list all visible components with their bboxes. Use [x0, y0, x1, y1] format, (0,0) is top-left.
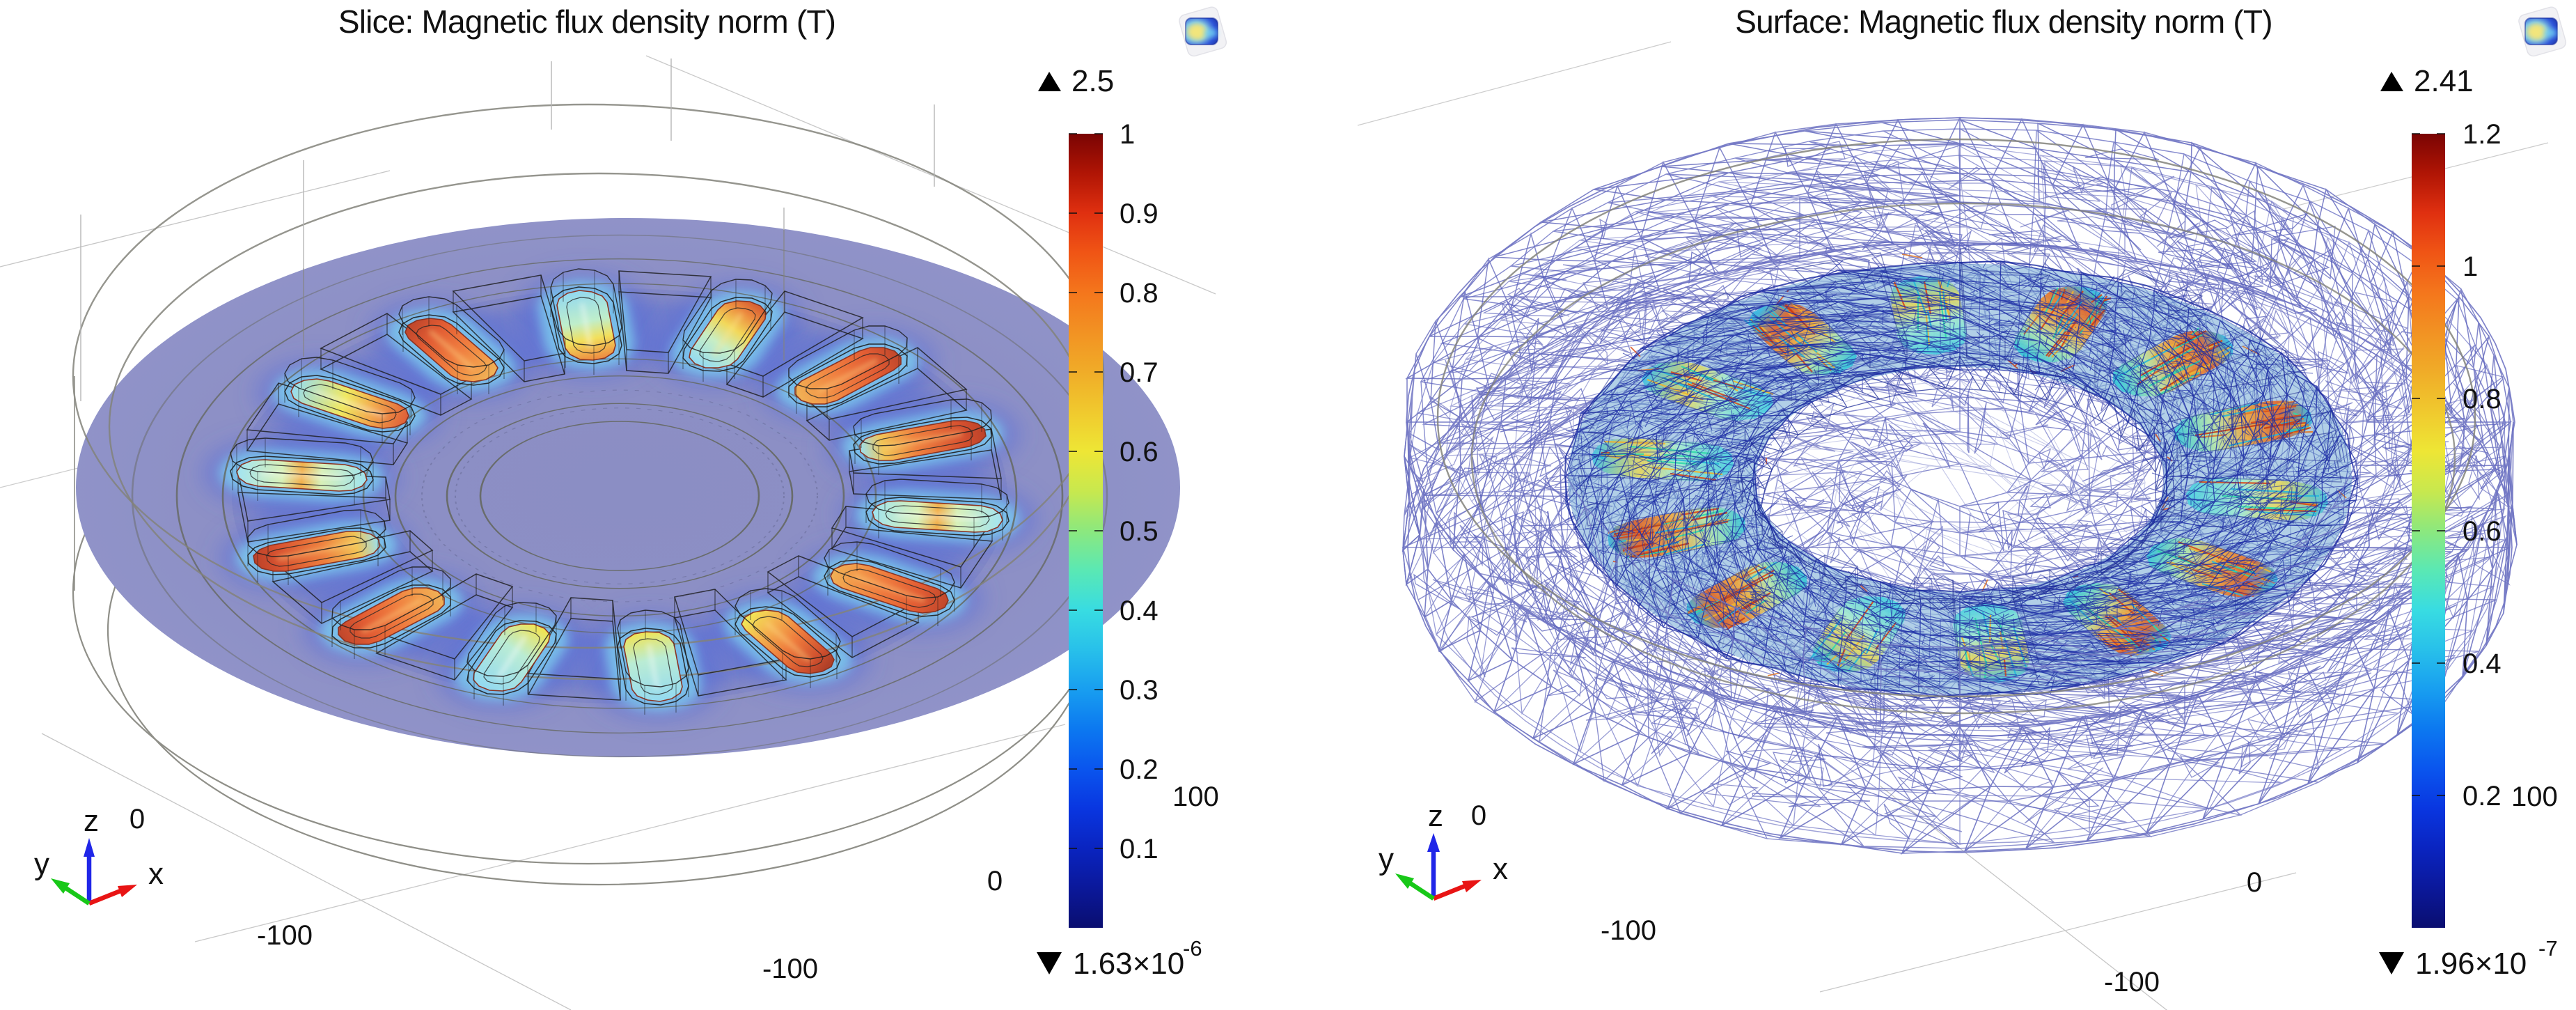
- svg-text:z: z: [1428, 799, 1443, 833]
- svg-text:Slice: Magnetic flux density n: Slice: Magnetic flux density norm (T): [338, 3, 835, 40]
- svg-text:Surface: Magnetic flux density: Surface: Magnetic flux density norm (T): [1735, 3, 2272, 40]
- svg-text:1.2: 1.2: [2463, 119, 2502, 150]
- svg-text:0.7: 0.7: [1120, 357, 1159, 388]
- svg-text:-7: -7: [2538, 936, 2558, 961]
- svg-text:x: x: [148, 857, 164, 891]
- svg-text:0.6: 0.6: [1120, 437, 1159, 467]
- svg-text:0.3: 0.3: [1120, 675, 1159, 706]
- svg-text:0.4: 0.4: [1120, 596, 1159, 626]
- svg-text:y: y: [34, 847, 49, 881]
- svg-text:100: 100: [2511, 782, 2558, 812]
- svg-text:0.8: 0.8: [1120, 278, 1159, 309]
- svg-text:0.1: 0.1: [1120, 834, 1159, 864]
- svg-text:-100: -100: [2104, 967, 2160, 997]
- svg-text:0: 0: [987, 866, 1003, 896]
- svg-text:1: 1: [1120, 119, 1135, 150]
- svg-text:-100: -100: [257, 920, 313, 951]
- svg-text:0: 0: [2247, 867, 2262, 898]
- svg-text:1: 1: [2463, 251, 2478, 282]
- svg-text:z: z: [84, 804, 99, 838]
- svg-text:0.4: 0.4: [2463, 648, 2502, 679]
- svg-text:-6: -6: [1183, 936, 1202, 961]
- svg-text:0.5: 0.5: [1120, 516, 1159, 547]
- svg-text:0.2: 0.2: [1120, 754, 1159, 785]
- svg-text:0.9: 0.9: [1120, 199, 1159, 229]
- svg-text:2.41: 2.41: [2414, 64, 2474, 98]
- svg-text:0: 0: [1471, 800, 1486, 831]
- svg-text:0.6: 0.6: [2463, 516, 2502, 547]
- svg-text:100: 100: [1172, 782, 1219, 812]
- svg-text:x: x: [1493, 852, 1508, 886]
- svg-text:-100: -100: [1601, 915, 1656, 946]
- svg-text:0.8: 0.8: [2463, 384, 2502, 414]
- svg-text:0.2: 0.2: [2463, 781, 2502, 811]
- svg-text:1.63×10: 1.63×10: [1073, 947, 1184, 981]
- svg-text:y: y: [1379, 842, 1394, 876]
- svg-text:2.5: 2.5: [1071, 64, 1114, 98]
- svg-text:1.96×10: 1.96×10: [2415, 947, 2527, 981]
- svg-text:0: 0: [129, 804, 145, 834]
- svg-text:-100: -100: [762, 954, 818, 984]
